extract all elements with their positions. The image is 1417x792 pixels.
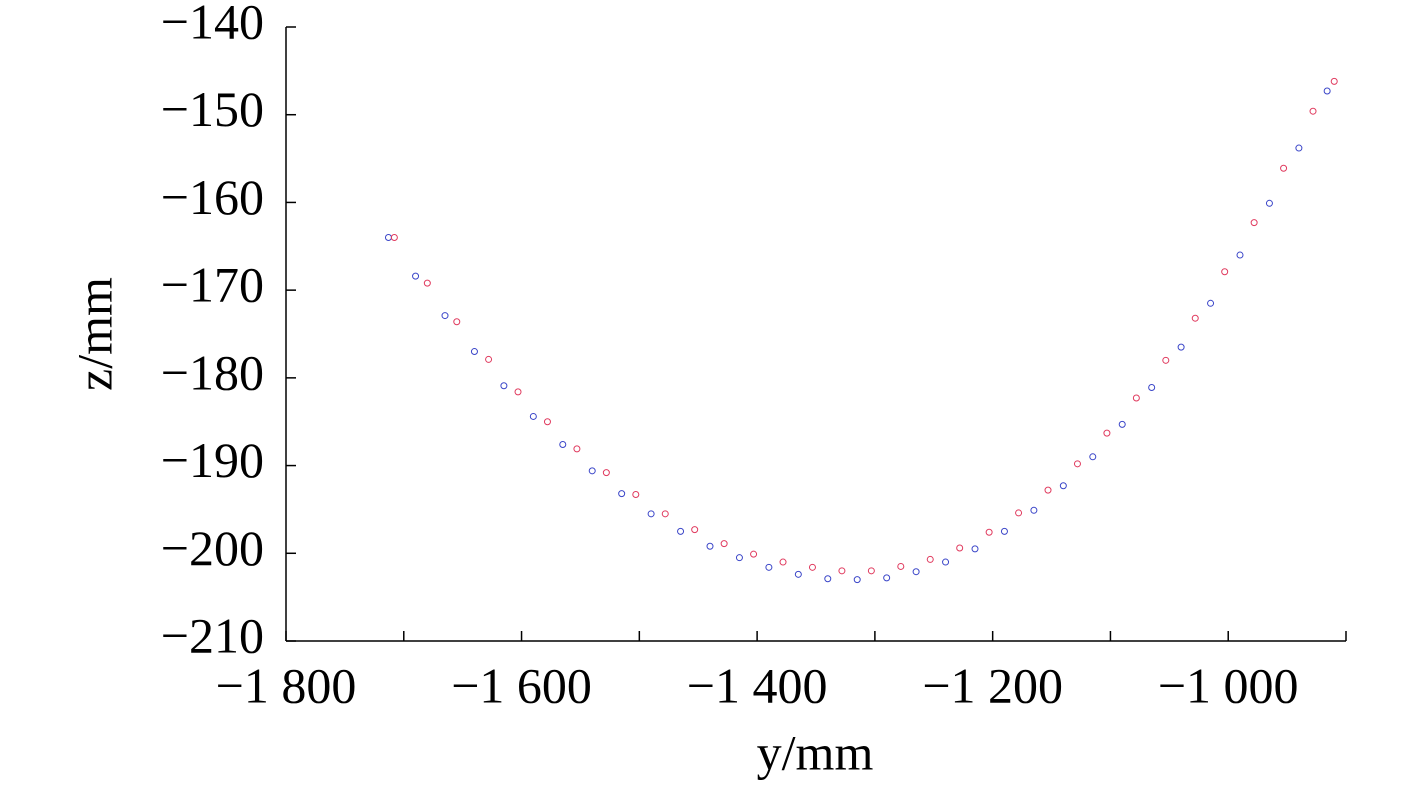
point [1221, 268, 1229, 276]
point [1177, 343, 1185, 351]
point [1015, 509, 1023, 517]
point [661, 510, 669, 518]
point [543, 418, 551, 426]
y-tick-label: −170 [161, 257, 264, 313]
point [1044, 486, 1052, 494]
point [838, 567, 846, 575]
point [1309, 107, 1317, 115]
point [824, 575, 832, 583]
point [1323, 87, 1331, 95]
x-axis-title: y/mm [757, 724, 874, 780]
point [1148, 384, 1156, 392]
y-tick-label: −190 [161, 432, 264, 488]
point [1250, 219, 1258, 227]
point [779, 558, 787, 566]
point [1295, 144, 1303, 152]
point [441, 312, 449, 320]
point [750, 550, 758, 558]
point [618, 490, 626, 498]
point [985, 528, 993, 536]
point [390, 234, 398, 242]
point [573, 445, 581, 453]
point [453, 318, 461, 326]
point [853, 576, 861, 584]
point [559, 441, 567, 449]
point [485, 355, 493, 363]
y-tick-label: −200 [161, 520, 264, 576]
x-tick-label: −1 000 [1158, 657, 1299, 713]
point [1059, 482, 1067, 490]
point [1073, 460, 1081, 468]
point [647, 510, 655, 518]
point [956, 544, 964, 552]
point [412, 272, 420, 280]
point [1103, 429, 1111, 437]
point [384, 234, 392, 242]
y-tick-label: −140 [161, 0, 264, 49]
point [942, 558, 950, 566]
x-tick-label: −1 400 [687, 657, 828, 713]
point [971, 545, 979, 553]
point [883, 574, 891, 582]
point [1236, 251, 1244, 259]
point [867, 567, 875, 575]
point [1207, 299, 1215, 307]
point [735, 554, 743, 562]
y-tick-label: −180 [161, 344, 264, 400]
point [423, 279, 431, 287]
point [1265, 199, 1273, 207]
point [500, 382, 508, 390]
point [588, 467, 596, 475]
point [1162, 356, 1170, 364]
y-tick-label: −210 [161, 607, 264, 663]
point [1191, 314, 1199, 322]
point [808, 563, 816, 571]
point [1118, 420, 1126, 428]
point [529, 412, 537, 420]
point [677, 527, 685, 535]
point [514, 388, 522, 396]
point [1280, 164, 1288, 172]
point [706, 542, 714, 550]
point [1330, 77, 1338, 85]
x-tick-label: −1 800 [216, 657, 357, 713]
point [926, 555, 934, 563]
x-tick-label: −1 200 [922, 657, 1063, 713]
y-tick-label: −150 [161, 81, 264, 137]
point [794, 570, 802, 578]
x-tick-label: −1 600 [451, 657, 592, 713]
point [470, 348, 478, 356]
point [912, 568, 920, 576]
y-axis-title: z/mm [66, 277, 122, 391]
point [602, 469, 610, 477]
point [1089, 453, 1097, 461]
point [765, 563, 773, 571]
point [1132, 394, 1140, 402]
point [1000, 527, 1008, 535]
point [720, 540, 728, 548]
point [632, 491, 640, 499]
point [897, 562, 905, 570]
point [691, 526, 699, 534]
y-tick-label: −160 [161, 169, 264, 225]
point [1030, 506, 1038, 514]
